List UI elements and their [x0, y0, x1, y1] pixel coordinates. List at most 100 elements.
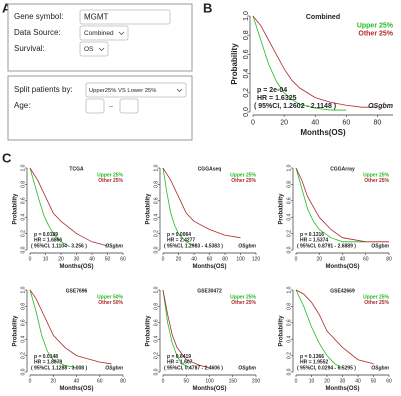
y-tick-label: 0.6 — [243, 49, 250, 59]
survival-curve — [252, 15, 378, 108]
field-label: Gene symbol: — [14, 12, 63, 21]
y-axis-label: Probability — [279, 193, 285, 225]
note: OSgbm — [105, 243, 123, 249]
note: OSgbm — [105, 365, 123, 371]
y-axis-label: Probability — [146, 193, 152, 225]
chevron — [118, 31, 125, 36]
y-tick-label: 0.4 — [286, 214, 292, 221]
y-tick-label: 0.4 — [243, 69, 250, 79]
legend-entry: Upper 25% — [230, 294, 256, 300]
panel-label: B — [203, 0, 212, 15]
text-input[interactable] — [119, 98, 139, 114]
x-axis-label: Months(OS) — [193, 264, 227, 270]
x-tick-label: 60 — [97, 378, 103, 384]
x-axis-label: Months(OS) — [193, 386, 227, 392]
panel-label: A — [2, 0, 12, 15]
x-tick-label: 0 — [251, 119, 255, 126]
chart-title: GSE7696 — [66, 288, 88, 294]
x-tick-label: 200 — [252, 378, 261, 384]
annotation: p = 0.1366 — [300, 354, 324, 360]
x-axis-label: Months(OS) — [326, 264, 360, 270]
dropdown[interactable] — [79, 25, 129, 41]
annotation: HR = 1.6866 — [34, 238, 62, 244]
x-tick-label: 40 — [311, 119, 319, 126]
y-tick-label: 1.0 — [286, 164, 292, 171]
x-axis-label: Months(OS) — [60, 264, 94, 270]
y-tick-label: 0.2 — [286, 230, 292, 237]
annotation: ( 95%CI, 1.1104 - 3.256 ) — [31, 243, 87, 249]
y-tick-label: 0.6 — [153, 319, 159, 326]
y-tick-label: 0.0 — [20, 368, 26, 375]
annotation: p = 0.6419 — [167, 354, 191, 360]
y-tick-label: 0.6 — [286, 197, 292, 204]
chart-title: CGGArray — [330, 166, 355, 172]
x-axis-label: Months(OS) — [326, 386, 360, 392]
dropdown[interactable] — [79, 41, 109, 57]
annotation: ( 95%CI, 0.4787 - 2.4606 ) — [164, 365, 223, 371]
annotation: p = 0.0148 — [34, 354, 58, 360]
chart-title: GSE42669 — [330, 288, 355, 294]
legend-entry: Other 25% — [364, 300, 389, 306]
legend-entry: Upper 25% — [363, 172, 389, 178]
text-input[interactable] — [79, 9, 171, 25]
x-tick-label: 60 — [207, 256, 213, 262]
legend-entry: Other 25% — [231, 178, 256, 184]
x-tick-label: 100 — [205, 378, 214, 384]
survival-curve — [295, 289, 374, 365]
legend-entry: Other 25% — [98, 178, 123, 184]
chevron — [176, 88, 183, 93]
x-tick-label: 50 — [371, 378, 377, 384]
y-tick-label: 0.8 — [286, 181, 292, 188]
chart-title: GSE30472 — [197, 288, 222, 294]
note: OSgbm — [371, 243, 389, 249]
x-tick-label: 150 — [229, 378, 238, 384]
x-tick-label: 40 — [355, 378, 361, 384]
chart-title: CGGAseq — [198, 166, 222, 172]
field-label: Split patients by: — [14, 85, 73, 94]
x-tick-label: 80 — [374, 119, 382, 126]
x-tick-label: 40 — [74, 378, 80, 384]
x-tick-label: 50 — [183, 378, 189, 384]
note: OSgbm — [371, 365, 389, 371]
y-tick-label: 1.0 — [286, 286, 292, 293]
x-tick-label: 0 — [29, 256, 32, 262]
x-tick-label: 40 — [191, 256, 197, 262]
survival-curve — [162, 167, 195, 247]
survival-curve — [29, 167, 108, 247]
dropdown[interactable] — [85, 82, 187, 98]
dropdown-value: Upper25% VS Lower 25% — [89, 88, 156, 94]
y-tick-label: 0.0 — [20, 246, 26, 253]
x-tick-label: 30 — [340, 378, 346, 384]
note: OSgbm — [238, 243, 256, 249]
dropdown-value: OS — [84, 46, 94, 53]
survival-curve — [295, 289, 343, 369]
annotation: ( 95%CI, 1.1288 - 3.008 ) — [31, 365, 87, 371]
y-tick-label: 0.8 — [243, 30, 250, 40]
separator: -- — [109, 104, 113, 110]
x-tick-label: 50 — [105, 256, 111, 262]
survival-curve — [29, 289, 77, 369]
y-tick-label: 0.6 — [153, 197, 159, 204]
survival-curve — [295, 167, 366, 243]
y-tick-label: 0.0 — [286, 246, 292, 253]
text-input[interactable] — [85, 98, 105, 114]
x-tick-label: 20 — [50, 378, 56, 384]
annotation: p = 2e-04 — [257, 87, 287, 94]
y-tick-label: 0.2 — [20, 230, 26, 237]
x-tick-label: 20 — [58, 256, 64, 262]
x-tick-label: 30 — [74, 256, 80, 262]
annotation: HR = 1.607 — [167, 360, 193, 366]
y-tick-label: 0.4 — [153, 214, 159, 221]
x-tick-label: 20 — [316, 256, 322, 262]
annotation: HR = 1.8679 — [34, 360, 62, 366]
y-axis-label: Probability — [279, 315, 285, 347]
x-tick-label: 0 — [295, 378, 298, 384]
chart-title: TCGA — [69, 166, 84, 172]
x-tick-label: 20 — [176, 256, 182, 262]
y-axis-label: Probability — [13, 193, 19, 225]
y-tick-label: 0.0 — [153, 246, 159, 253]
legend-entry: Other 25% — [358, 30, 393, 37]
y-tick-label: 0.0 — [286, 368, 292, 375]
x-tick-label: 80 — [120, 378, 126, 384]
